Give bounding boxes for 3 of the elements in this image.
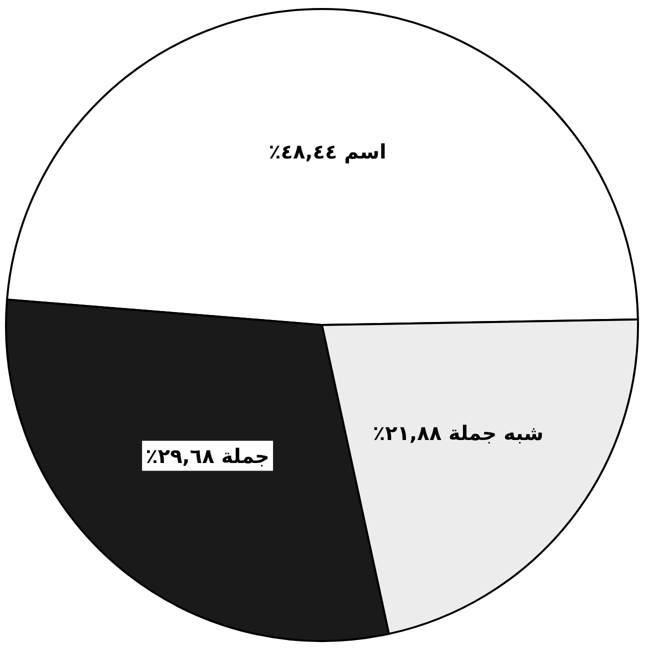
slice-label: اسم ٤٨,٤٤٪ — [268, 139, 386, 164]
slice-label: جملة ٢٩,٦٨٪ — [146, 444, 270, 468]
slice-label: شبه جملة ٢١,٨٨٪ — [372, 420, 544, 445]
